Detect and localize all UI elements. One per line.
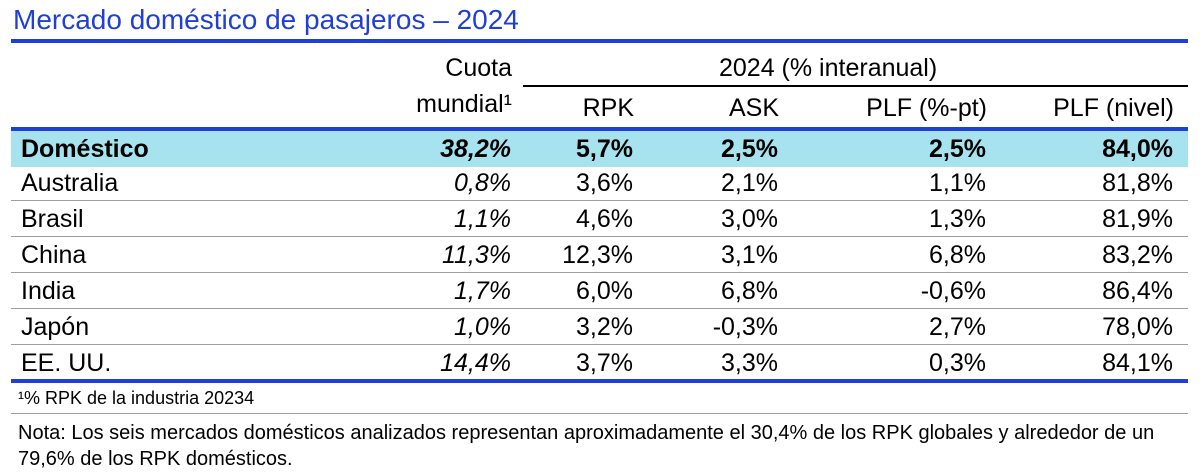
header-group-label: 2024 (% interanual) — [719, 54, 938, 82]
table-row: Japón 1,0% 3,2% -0,3% 2,7% 78,0% — [11, 309, 1188, 345]
row-share: 14,4% — [440, 349, 511, 377]
row-rpk: 4,6% — [576, 205, 633, 233]
table-row: China 11,3% 12,3% 3,1% 6,8% 83,2% — [11, 237, 1188, 273]
row-ask: 2,1% — [721, 169, 778, 197]
table-row: Australia 0,8% 3,6% 2,1% 1,1% 81,8% — [11, 165, 1188, 201]
row-plf-level: 84,0% — [1102, 135, 1173, 163]
row-plf-pt: 2,7% — [929, 313, 986, 341]
row-plf-level: 81,8% — [1102, 169, 1173, 197]
row-share: 1,7% — [454, 277, 511, 305]
row-ask: 6,8% — [721, 277, 778, 305]
row-plf-level: 78,0% — [1102, 313, 1173, 341]
row-share: 11,3% — [441, 241, 511, 269]
row-divider — [11, 236, 1188, 237]
row-plf-level: 84,1% — [1102, 349, 1173, 377]
table-row: India 1,7% 6,0% 6,8% -0,6% 86,4% — [11, 273, 1188, 309]
row-divider — [11, 272, 1188, 273]
header-share-line1: Cuota — [445, 54, 512, 82]
row-divider — [11, 308, 1188, 309]
table-row: EE. UU. 14,4% 3,7% 3,3% 0,3% 84,1% — [11, 345, 1188, 381]
row-rpk: 3,6% — [576, 169, 633, 197]
header-divider — [11, 127, 1188, 131]
row-ask: 2,5% — [721, 135, 778, 163]
row-rpk: 3,2% — [576, 313, 633, 341]
row-plf-level: 81,9% — [1102, 205, 1173, 233]
footnote-divider — [11, 413, 1188, 414]
title-divider — [11, 39, 1188, 43]
header-col-ask: ASK — [728, 94, 779, 122]
row-ask: 3,0% — [721, 205, 778, 233]
row-ask: 3,1% — [721, 241, 778, 269]
row-plf-pt: 0,3% — [929, 349, 986, 377]
row-divider — [11, 200, 1188, 201]
row-share: 1,0% — [454, 313, 511, 341]
row-plf-pt: 6,8% — [929, 241, 986, 269]
row-name: India — [21, 277, 76, 305]
row-rpk: 12,3% — [562, 241, 633, 269]
row-rpk: 5,7% — [576, 135, 633, 163]
row-share: 1,1% — [454, 205, 511, 233]
row-share: 0,8% — [454, 169, 511, 197]
footnote: ¹% RPK de la industria 20234 — [18, 388, 255, 408]
row-name: Doméstico — [21, 135, 149, 163]
row-name: Australia — [21, 169, 119, 197]
row-rpk: 3,7% — [576, 349, 633, 377]
row-plf-pt: 1,3% — [929, 205, 986, 233]
table-row: Brasil 1,1% 4,6% 3,0% 1,3% 81,9% — [11, 201, 1188, 237]
row-ask: -0,3% — [712, 313, 778, 341]
row-name: EE. UU. — [21, 349, 112, 377]
table-bottom-divider — [11, 379, 1188, 383]
row-ask: 3,3% — [721, 349, 778, 377]
header-group-divider — [523, 85, 1188, 87]
row-plf-level: 83,2% — [1102, 241, 1173, 269]
page-title: Mercado doméstico de pasajeros – 2024 — [13, 4, 519, 35]
row-plf-pt: 2,5% — [929, 135, 986, 163]
header-col-rpk: RPK — [582, 94, 634, 122]
row-plf-pt: -0,6% — [920, 277, 986, 305]
note-text: Nota: Los seis mercados domésticos anali… — [18, 422, 1155, 470]
row-name: Japón — [21, 313, 90, 341]
row-name: Brasil — [21, 205, 84, 233]
row-share: 38,2% — [440, 135, 511, 163]
header-col-plf-pt: PLF (%-pt) — [866, 94, 987, 122]
row-rpk: 6,0% — [576, 277, 633, 305]
row-plf-pt: 1,1% — [929, 169, 986, 197]
row-plf-level: 86,4% — [1102, 277, 1173, 305]
table-row-domestico: Doméstico 38,2% 5,7% 2,5% 2,5% 84,0% — [11, 131, 1188, 167]
row-name: China — [21, 241, 87, 269]
row-divider — [11, 344, 1188, 345]
header-col-plf-level: PLF (nivel) — [1053, 94, 1174, 122]
header-share-line2: mundial¹ — [416, 90, 512, 118]
